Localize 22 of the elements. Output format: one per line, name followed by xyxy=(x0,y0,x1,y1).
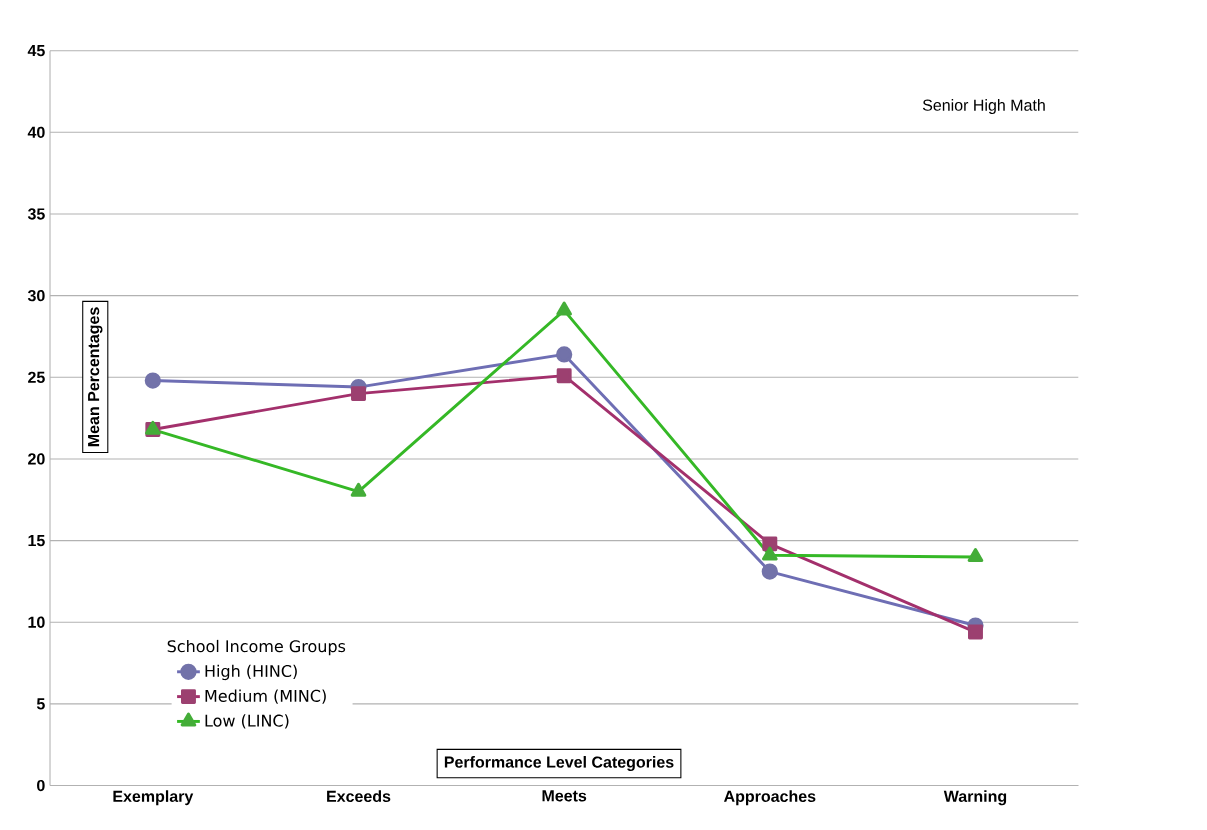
y-tick-label: 40 xyxy=(27,126,45,139)
y-axis-title: Mean Percentages xyxy=(88,307,103,447)
legend-label: High (HINC) xyxy=(205,664,297,681)
x-tick-label: Exceeds xyxy=(327,790,391,803)
legend-title: School Income Groups xyxy=(167,640,346,656)
y-tick-label: 35 xyxy=(27,208,45,220)
x-tick-label: Meets xyxy=(542,790,587,802)
y-tick-label: 20 xyxy=(28,453,45,465)
y-tick-label: 0 xyxy=(37,780,45,792)
x-axis-title: Performance Level Categories xyxy=(444,756,674,772)
y-tick-label: 45 xyxy=(27,45,45,57)
y-tick-label: 15 xyxy=(28,535,45,547)
x-tick-label: Warning xyxy=(943,790,1007,806)
y-tick-label: 25 xyxy=(28,371,45,384)
x-tick-label: Exemplary xyxy=(113,790,194,806)
y-tick-label: 10 xyxy=(28,616,45,629)
legend-label: Medium (MINC) xyxy=(205,689,326,705)
x-tick-label: Approaches xyxy=(723,790,816,806)
y-tick-label: 30 xyxy=(27,290,45,302)
text: Senior High Math xyxy=(922,99,1045,115)
y-tick-label: 5 xyxy=(36,698,45,710)
legend-label: Low (LINC) xyxy=(205,714,289,729)
